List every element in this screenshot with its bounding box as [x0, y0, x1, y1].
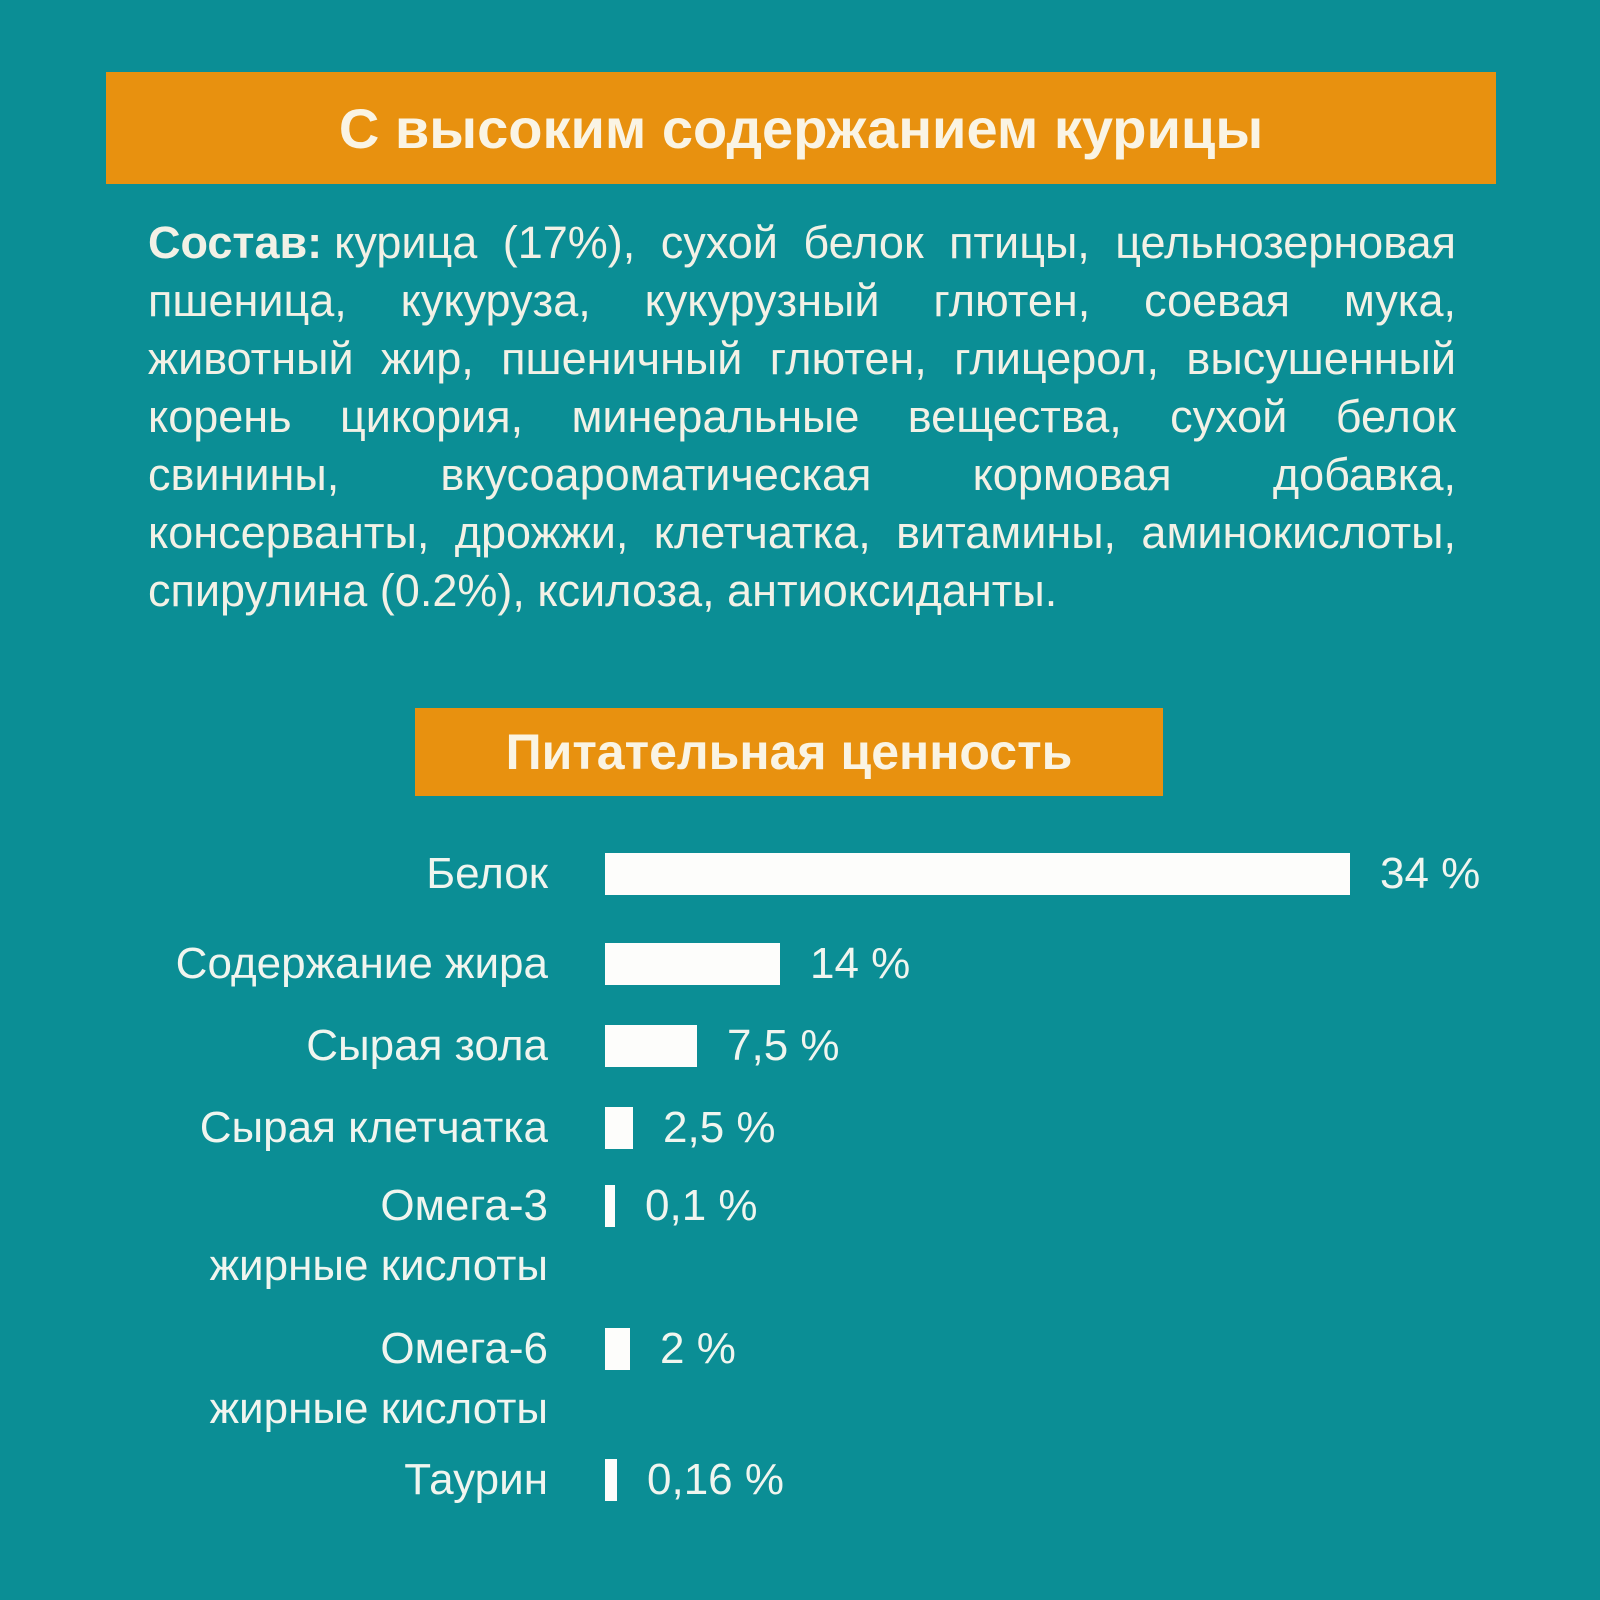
chart-row: Сырая зола 7,5 %	[0, 1016, 1560, 1076]
chart-row-value: 7,5 %	[727, 1021, 840, 1070]
chart-row-label-line1: Сырая клетчатка	[199, 1103, 548, 1152]
chart-row: Белок 34 %	[0, 844, 1560, 904]
chart-row-label: Омега-6 жирные кислоты	[0, 1319, 548, 1439]
chart-row: Таурин 0,16 %	[0, 1450, 1560, 1510]
chart-row: Омега-3 жирные кислоты 0,1 %	[0, 1176, 1560, 1296]
chart-row-value: 14 %	[810, 939, 911, 988]
chart-row-label-line2: жирные кислоты	[209, 1241, 548, 1290]
composition-text: курица (17%), сухой белок птицы, цельноз…	[148, 217, 1456, 616]
chart-row: Содержание жира 14 %	[0, 934, 1560, 994]
chart-row-label: Сырая клетчатка	[0, 1098, 548, 1158]
composition-lead-label: Состав:	[148, 217, 323, 268]
chart-row-label-line1: Омега-3	[380, 1181, 548, 1230]
chart-row-label: Сырая зола	[0, 1016, 548, 1076]
chart-row-label-line1: Таурин	[404, 1455, 548, 1504]
chart-row-label: Омега-3 жирные кислоты	[0, 1176, 548, 1296]
chart-row-bar	[605, 943, 780, 985]
chart-row-label-line1: Белок	[426, 849, 548, 898]
chart-row-bar	[605, 1459, 617, 1501]
chart-row-bar	[605, 1025, 697, 1067]
header-banner-label: С высоким содержанием курицы	[338, 96, 1264, 160]
header-banner: С высоким содержанием курицы	[106, 72, 1496, 184]
chart-row-value: 2,5 %	[663, 1103, 776, 1152]
chart-row-label: Таурин	[0, 1450, 548, 1510]
chart-row-bar	[605, 1185, 615, 1227]
chart-row: Сырая клетчатка 2,5 %	[0, 1098, 1560, 1158]
chart-row-bar	[605, 1107, 633, 1149]
chart-row-value: 0,1 %	[645, 1181, 758, 1230]
nutrition-banner-label: Питательная ценность	[505, 724, 1073, 780]
composition-paragraph: Состав: курица (17%), сухой белок птицы, …	[148, 214, 1456, 620]
chart-row-label: Белок	[0, 844, 548, 904]
nutrition-banner: Питательная ценность	[415, 708, 1163, 796]
chart-row-label-line1: Сырая зола	[306, 1021, 548, 1070]
chart-row-label-line1: Омега-6	[380, 1324, 548, 1373]
chart-row-value: 2 %	[660, 1324, 736, 1373]
chart-row-bar	[605, 853, 1350, 895]
chart-row-label-line2: жирные кислоты	[209, 1384, 548, 1433]
chart-row: Омега-6 жирные кислоты 2 %	[0, 1319, 1560, 1439]
chart-row-label: Содержание жира	[0, 934, 548, 994]
chart-row-label-line1: Содержание жира	[175, 939, 548, 988]
chart-row-value: 34 %	[1380, 849, 1481, 898]
chart-row-value: 0,16 %	[647, 1455, 784, 1504]
chart-row-bar	[605, 1328, 630, 1370]
